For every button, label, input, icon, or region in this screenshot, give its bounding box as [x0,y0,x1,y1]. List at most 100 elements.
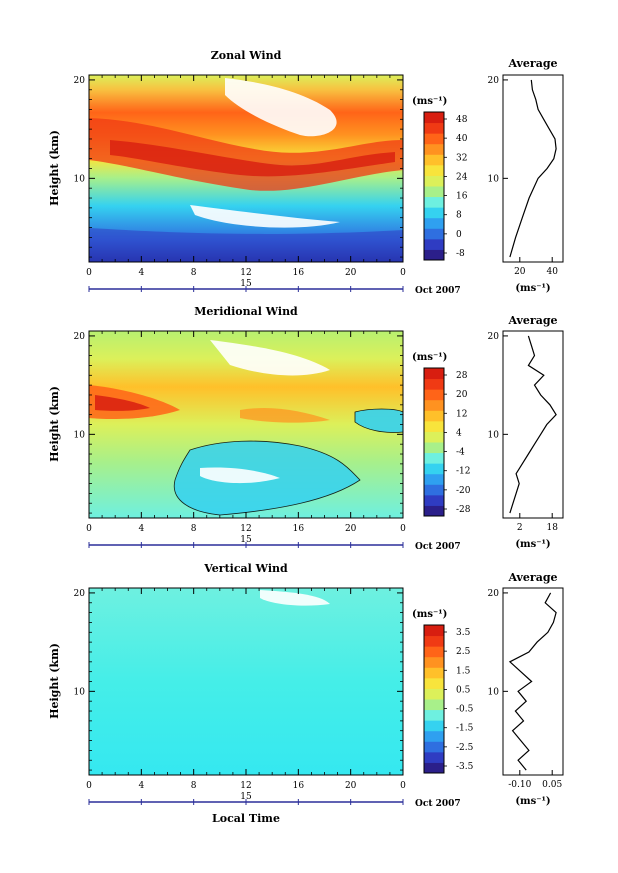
x-tick-label: 20 [345,524,357,534]
meridional-average-plot: 20 10 2 18 [488,330,564,533]
colorbar-swatch [424,625,444,637]
average-frame [502,330,564,519]
colorbar-swatch [424,452,444,464]
vertical-gap-top [260,590,330,606]
x-tick-label: 0 [86,524,92,534]
average-x-tick-label: 20 [514,267,526,277]
colorbar-swatch [424,431,444,443]
colorbar-label: 20 [456,390,468,400]
colorbar-swatch [424,238,444,250]
colorbar-swatch [424,741,444,753]
y-tick-label: 10 [74,430,86,440]
zonal-gap-mid [190,205,340,228]
colorbar-swatch [424,368,444,380]
colorbar-label: 0 [456,230,462,240]
colorbar-swatch [424,378,444,390]
colorbar-swatch [424,699,444,711]
vertical-ylabel: Height (km) [48,643,61,719]
zonal-date-label: Oct 2007 [415,286,461,296]
zonal-colorbar: 48 40 32 24 16 8 0 -8 [423,111,468,261]
zonal-ylabel: Height (km) [48,130,61,206]
colorbar-frame [423,624,445,774]
x-tick-label: 4 [138,268,144,278]
zonal-title: Zonal Wind [211,49,282,62]
colorbar-label: -3.5 [456,762,474,772]
colorbar-swatch [424,442,444,454]
zonal-jet-core [89,118,403,191]
colorbar-swatch [424,410,444,422]
colorbar-label: 24 [456,172,468,182]
average-x-tick-label: 40 [546,267,558,277]
zonal-colorbar-unit: (ms⁻¹) [412,96,447,107]
x-tick-label: 4 [138,524,144,534]
colorbar-swatch [424,635,444,647]
x-tick-label: 16 [293,524,305,534]
x-tick-label: 4 [138,781,144,791]
average-x-tick-label: 18 [546,523,558,533]
colorbar-frame [423,367,445,517]
colorbar-swatch [424,122,444,134]
meridional-colorbar: 28 20 12 4 -4 -12 -20 -28 [423,367,471,517]
colorbar-swatch [424,175,444,187]
vertical-xticks: 0 4 8 12 16 20 0 [86,588,406,805]
x-tick-label: 16 [293,781,305,791]
vertical-xlabel: Local Time [212,812,280,825]
y-tick-label: 20 [74,76,86,86]
colorbar-label: 32 [456,153,467,163]
colorbar-label: -20 [456,486,471,496]
average-y-tick-label: 20 [488,589,500,599]
colorbar-label: 4 [456,428,462,438]
zonal-jet-inner [110,140,395,177]
colorbar-label: -4 [456,448,465,458]
x-tick-label: 20 [345,781,357,791]
average-y-tick-label: 10 [488,430,500,440]
vertical-field [89,588,403,775]
colorbar-swatch [424,228,444,240]
average-y-tick-label: 20 [488,332,500,342]
average-x-tick-label: 2 [517,523,523,533]
colorbar-swatch [424,720,444,732]
average-x-tick-label: 0.05 [542,780,562,790]
colorbar-label: 8 [456,211,462,221]
average-y-tick-label: 10 [488,687,500,697]
average-y-tick-label: 20 [488,76,500,86]
colorbar-label: -8 [456,249,465,259]
zonal-average-plot: 20 10 20 40 [488,74,564,277]
colorbar-frame [423,111,445,261]
colorbar-swatch [424,762,444,774]
vertical-title: Vertical Wind [203,562,288,575]
meridional-maximum-core [95,395,150,411]
average-profile-line [508,592,557,771]
colorbar-swatch [424,217,444,229]
x-tick-label: 8 [191,781,197,791]
colorbar-swatch [424,730,444,742]
colorbar-label: 1.5 [456,666,471,676]
meridional-gap-top [210,340,330,376]
vertical-average-title: Average [507,571,557,584]
colorbar-swatch [424,484,444,496]
colorbar-label: 0.5 [456,685,471,695]
colorbar-swatch [424,399,444,411]
average-y-tick-label: 10 [488,174,500,184]
y-tick-label: 10 [74,174,86,184]
y-tick-label: 10 [74,687,86,697]
colorbar-label: -1.5 [456,724,474,734]
colorbar-swatch [424,143,444,155]
zonal-gap-top [225,78,337,137]
meridional-ylabel: Height (km) [48,386,61,462]
x-tick-label: 8 [191,268,197,278]
colorbar-swatch [424,677,444,689]
vertical-date-label: Oct 2007 [415,799,461,809]
colorbar-label: -12 [456,467,471,477]
y-tick-label: 20 [74,332,86,342]
average-frame [502,74,564,263]
colorbar-swatch [424,709,444,721]
colorbar-swatch [424,751,444,763]
average-profile-line [509,335,557,514]
x-tick-label: 0 [86,268,92,278]
colorbar-swatch [424,133,444,145]
